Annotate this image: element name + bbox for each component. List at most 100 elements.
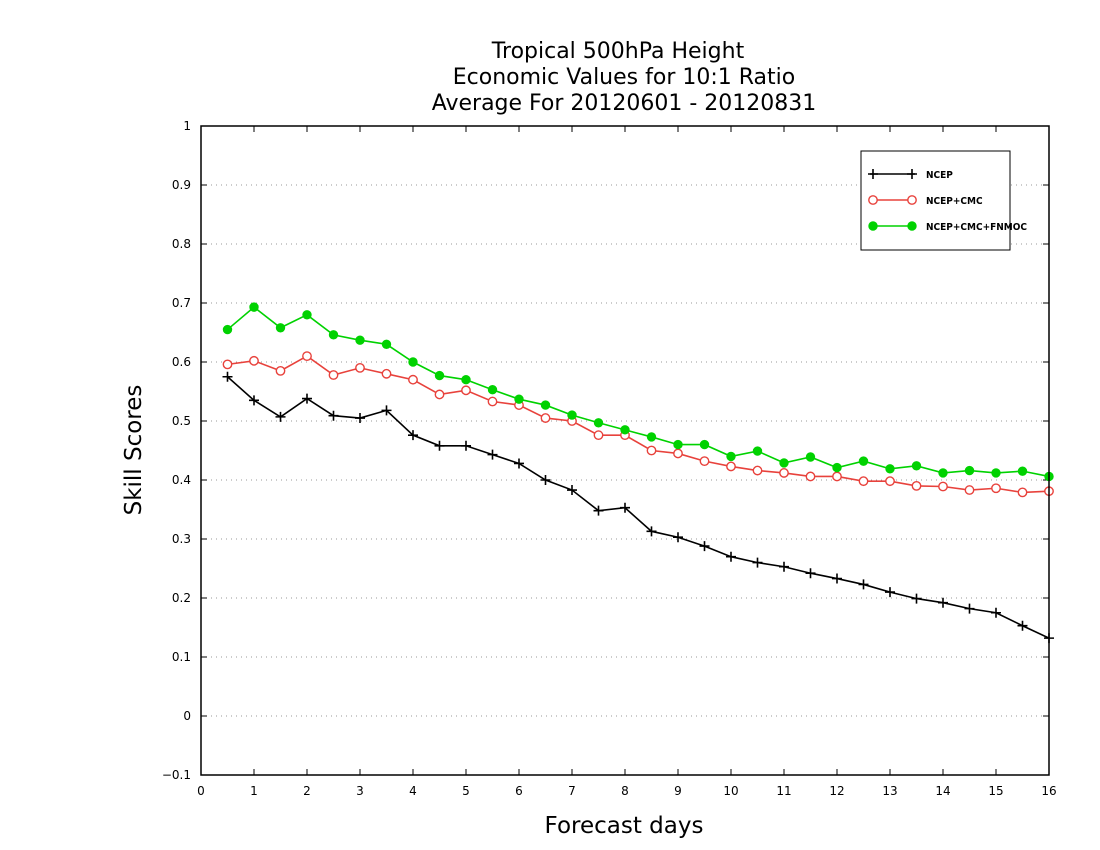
series-3-point-16 bbox=[620, 425, 630, 435]
series-3-point-6 bbox=[355, 335, 365, 345]
series-2-point-1 bbox=[222, 359, 233, 370]
series-1-point-25 bbox=[858, 579, 869, 590]
series-3-point-31 bbox=[1017, 466, 1028, 476]
x-tick-label-2: 2 bbox=[303, 784, 311, 798]
chart-title: Tropical 500hPa Height Economic Values f… bbox=[432, 39, 817, 116]
series-line-1 bbox=[226, 376, 1050, 639]
x-tick-label-6: 6 bbox=[515, 784, 523, 798]
series-1-point-4 bbox=[302, 393, 312, 404]
series-2-point-8 bbox=[408, 374, 418, 385]
x-tick-label-1: 1 bbox=[250, 784, 258, 798]
y-tick-label-11: 1 bbox=[183, 119, 191, 133]
series-1-point-6 bbox=[355, 413, 365, 424]
legend-label-1: NCEP bbox=[926, 170, 953, 181]
series-2-point-20 bbox=[726, 461, 736, 472]
series-3-point-7 bbox=[381, 339, 392, 349]
series-3-point-8 bbox=[408, 357, 418, 367]
y-tick-label-3: 0.2 bbox=[172, 591, 191, 605]
y-tick-label-10: 0.9 bbox=[172, 178, 191, 192]
series-1-point-20 bbox=[726, 551, 736, 562]
legend-marker-a-3 bbox=[868, 221, 878, 231]
series-1-point-5 bbox=[328, 410, 339, 421]
series-3-point-17 bbox=[646, 432, 657, 442]
series-1-point-27 bbox=[911, 593, 922, 604]
chart-title-line-3: Average For 20120601 - 20120831 bbox=[432, 91, 817, 116]
legend-marker-a-1 bbox=[868, 169, 878, 179]
x-tick-label-8: 8 bbox=[621, 784, 629, 798]
legend-marker-b-2 bbox=[907, 195, 917, 205]
x-tick-label-3: 3 bbox=[356, 784, 364, 798]
series-2-point-30 bbox=[991, 483, 1001, 494]
series-1-point-13 bbox=[540, 475, 551, 485]
legend-marker-a-2 bbox=[868, 195, 878, 205]
series-3-point-13 bbox=[540, 400, 551, 410]
series-2-point-2 bbox=[249, 355, 259, 366]
series-1-point-7 bbox=[381, 405, 392, 416]
legend: NCEP NCEP+CMC NCEP+CMC+FNMOC bbox=[860, 150, 1027, 251]
series-2-point-15 bbox=[593, 430, 604, 441]
x-tick-label-5: 5 bbox=[462, 784, 470, 798]
series-1-point-9 bbox=[434, 440, 445, 451]
y-axis-ticks: −0.1 0 0.1 0.2 0.3 0.4 0.5 0.6 0.7 0.8 0.9 1 bbox=[162, 119, 1049, 782]
x-tick-label-0: 0 bbox=[197, 784, 205, 798]
series-2-point-10 bbox=[461, 385, 471, 396]
legend-label-3: NCEP+CMC+FNMOC bbox=[926, 222, 1027, 233]
series-3-point-20 bbox=[726, 451, 736, 462]
series-3-point-9 bbox=[434, 370, 445, 381]
series-1-point-29 bbox=[964, 603, 975, 614]
series-1-point-12 bbox=[514, 458, 524, 469]
y-tick-label-1: 0 bbox=[183, 709, 191, 723]
series-3-point-30 bbox=[991, 468, 1001, 478]
series-3-point-25 bbox=[858, 456, 869, 466]
series-1-point-14 bbox=[567, 485, 577, 496]
series-line-2 bbox=[227, 355, 1050, 494]
series-3-point-14 bbox=[567, 410, 577, 420]
y-tick-label-7: 0.6 bbox=[172, 355, 191, 369]
series-3-point-23 bbox=[805, 452, 816, 462]
series-1-point-16 bbox=[620, 502, 630, 513]
y-tick-label-4: 0.3 bbox=[172, 532, 191, 546]
series-2-point-26 bbox=[885, 476, 895, 487]
series-2-point-4 bbox=[302, 351, 312, 361]
y-tick-label-0: −0.1 bbox=[162, 768, 191, 782]
series-2-point-24 bbox=[832, 471, 842, 482]
series-3-point-29 bbox=[964, 465, 975, 476]
series-1-point-10 bbox=[461, 440, 471, 451]
series-3-point-3 bbox=[275, 323, 286, 333]
plot-frame bbox=[200, 125, 1050, 776]
series-2-point-29 bbox=[964, 485, 975, 495]
series-2-point-21 bbox=[752, 465, 763, 476]
series-3-point-5 bbox=[328, 330, 339, 340]
series-2-point-25 bbox=[858, 476, 869, 487]
y-tick-label-2: 0.1 bbox=[172, 650, 191, 664]
series-2-point-19 bbox=[699, 456, 710, 467]
series-2-point-7 bbox=[381, 368, 392, 379]
series-2-point-17 bbox=[646, 445, 657, 456]
series-1-point-28 bbox=[938, 597, 948, 608]
series-3-point-22 bbox=[779, 458, 789, 468]
series-3-point-12 bbox=[514, 394, 524, 404]
x-tick-label-9: 9 bbox=[674, 784, 682, 798]
series-1-point-21 bbox=[752, 557, 763, 568]
series-3-point-28 bbox=[938, 468, 948, 478]
x-tick-label-11: 11 bbox=[776, 784, 791, 798]
series-1-point-15 bbox=[593, 505, 604, 516]
x-tick-label-16: 16 bbox=[1041, 784, 1056, 798]
chart-title-line-2: Economic Values for 10:1 Ratio bbox=[453, 65, 795, 90]
series-line-3 bbox=[226, 306, 1050, 478]
series-3-point-2 bbox=[249, 302, 259, 312]
series-3-point-19 bbox=[699, 439, 710, 450]
series-3-point-27 bbox=[911, 461, 922, 471]
series-1-point-18 bbox=[673, 532, 683, 543]
series-3-point-11 bbox=[487, 385, 498, 395]
legend-label-2: NCEP+CMC bbox=[926, 196, 983, 207]
legend-marker-b-3 bbox=[907, 221, 917, 231]
series-1-point-2 bbox=[249, 395, 259, 406]
series-3-point-21 bbox=[752, 446, 763, 456]
y-axis-label: Skill Scores bbox=[121, 385, 147, 516]
x-axis-ticks: 0 1 2 3 4 5 6 7 8 9 10 11 12 13 14 15 16 bbox=[197, 126, 1057, 798]
series-2-point-18 bbox=[673, 448, 683, 459]
series-1-point-23 bbox=[805, 568, 816, 579]
series-2-point-31 bbox=[1017, 487, 1028, 498]
